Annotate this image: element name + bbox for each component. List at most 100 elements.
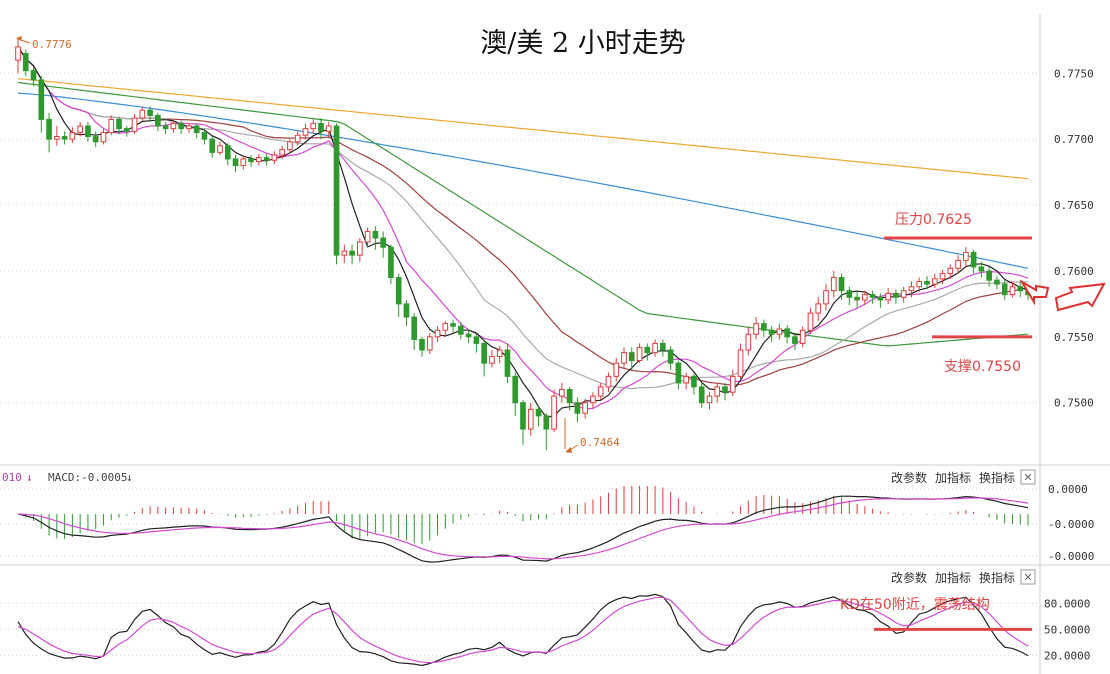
candle-body: [838, 277, 845, 292]
candle-body: [729, 375, 736, 393]
candle-body: [263, 157, 270, 161]
kd-series: [17, 593, 1029, 667]
candle-body: [994, 279, 1000, 285]
low-marker: 0.7464: [564, 418, 620, 453]
candle: [123, 126, 130, 137]
candle-body: [792, 336, 798, 344]
candle-body: [178, 122, 184, 130]
candle-body: [1009, 286, 1016, 296]
candle-body: [69, 132, 76, 140]
panel-frames: [0, 14, 1110, 674]
candle: [978, 261, 985, 278]
candle-body: [551, 395, 557, 430]
macd-switch-indicator-button[interactable]: 换指标: [979, 470, 1015, 485]
candle: [574, 397, 581, 423]
candle: [341, 244, 348, 264]
kd-annotation: KD在50附近，震荡结构: [840, 597, 990, 613]
macd-edit-params-button[interactable]: 改参数: [891, 470, 927, 485]
candle-body: [193, 125, 200, 134]
candle-body: [683, 375, 689, 384]
candle-body: [652, 342, 658, 354]
kd-edit-params-button[interactable]: 改参数: [891, 570, 927, 585]
candle: [232, 154, 239, 173]
candle: [30, 66, 37, 87]
candle-body: [908, 286, 915, 292]
kd-close-button[interactable]: [1020, 569, 1036, 585]
main-axis-tick-label: 0.7750: [1054, 67, 1094, 80]
candle-body: [799, 329, 806, 344]
kd-switch-indicator-button[interactable]: 换指标: [979, 570, 1015, 585]
candle-body: [527, 408, 534, 430]
candle: [644, 343, 651, 361]
high-value-label: 0.7776: [32, 38, 72, 51]
candle-body: [232, 158, 239, 167]
candle-body: [636, 346, 643, 362]
candle: [807, 307, 814, 335]
candle: [240, 154, 247, 170]
ma-blue-line: [17, 92, 1029, 269]
candle: [792, 332, 798, 350]
candle: [722, 382, 728, 401]
candle-body: [543, 415, 550, 430]
candle: [737, 343, 744, 379]
candle: [54, 126, 60, 146]
candle-body: [248, 158, 254, 163]
candle: [256, 153, 262, 166]
candle: [15, 39, 21, 74]
candle: [784, 324, 790, 344]
candle-body: [807, 312, 814, 331]
candle: [434, 326, 441, 343]
candle: [714, 382, 721, 403]
candle-body: [186, 125, 192, 130]
candle-body: [240, 158, 247, 167]
main-price-axis: 0.7750 0.7700 0.7650 0.7600 0.7550 0.7500: [1054, 67, 1094, 409]
candle-body: [784, 328, 790, 338]
ma-brown-line: [17, 46, 1029, 386]
candle: [248, 154, 254, 167]
macd-close-button[interactable]: [1020, 469, 1036, 485]
candle-body: [489, 356, 495, 364]
kd-close-icon: ✕: [1023, 571, 1032, 584]
candle-body: [458, 325, 464, 335]
macd-dea-line: [17, 497, 1029, 560]
candle-body: [388, 246, 394, 279]
candle-body: [139, 109, 146, 119]
candle: [963, 247, 969, 267]
candle-body: [916, 280, 923, 288]
candle-body: [644, 346, 651, 354]
candle-body: [403, 303, 410, 318]
candle: [597, 382, 604, 401]
candle: [302, 123, 309, 140]
candle-body: [559, 389, 565, 397]
candle: [372, 226, 379, 250]
support-label: 支撑0.7550: [944, 359, 1021, 375]
candle: [92, 131, 99, 148]
candle-body: [201, 132, 208, 140]
candle: [862, 290, 868, 306]
candle-body: [597, 386, 604, 397]
candle: [838, 273, 845, 300]
candle-body: [434, 329, 441, 338]
candle-body: [38, 79, 45, 120]
high-marker: 0.7776: [16, 36, 72, 51]
chart-title: 澳/美 2 小时走势: [480, 28, 685, 59]
candle-body: [706, 395, 713, 404]
ma-magenta-line: [17, 46, 1029, 410]
candle: [628, 347, 635, 370]
candle-body: [465, 333, 472, 338]
candle: [900, 286, 907, 303]
candle-body: [1017, 286, 1024, 292]
candle: [271, 151, 278, 165]
candle-body: [621, 352, 627, 364]
candle: [660, 339, 666, 357]
candle-body: [939, 273, 946, 280]
candle-body: [217, 145, 223, 153]
kd-add-indicator-button[interactable]: 加指标: [935, 570, 971, 585]
macd-series: [17, 486, 1029, 563]
kd-panel: KD在50附近，震荡结构 改参数 加指标 换指标 ✕ 80.0000 50.000…: [17, 569, 1090, 667]
candle: [294, 131, 301, 146]
macd-add-indicator-button[interactable]: 加指标: [935, 470, 971, 485]
low-value-label: 0.7464: [580, 436, 620, 449]
candle-body: [613, 362, 620, 377]
main-axis-tick-label: 0.7700: [1054, 133, 1094, 146]
